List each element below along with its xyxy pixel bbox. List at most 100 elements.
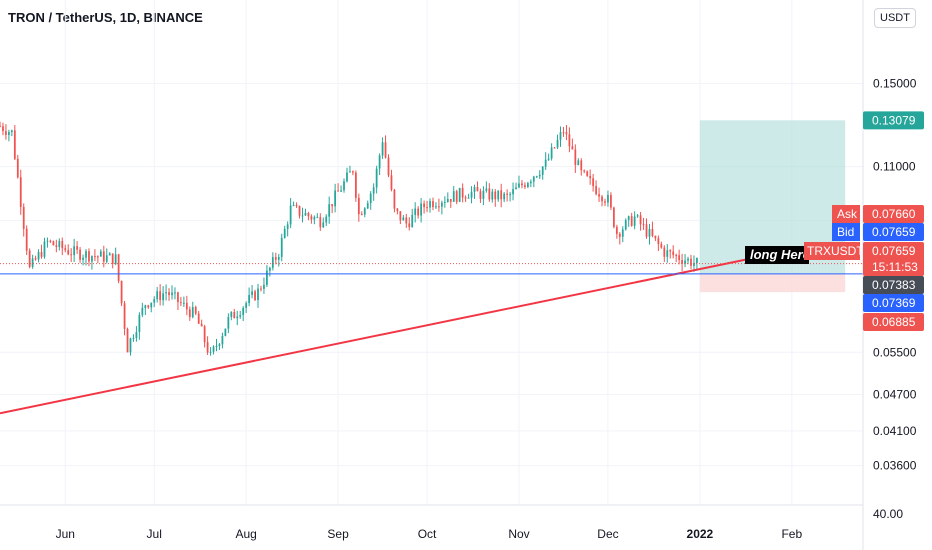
candle-body — [319, 217, 322, 228]
stop-price-tag-bg — [863, 313, 924, 331]
candle-body — [197, 313, 200, 324]
candle-body — [636, 215, 639, 217]
candle-body — [274, 257, 277, 260]
candle-body — [123, 303, 126, 329]
candle-body — [654, 235, 657, 239]
candle-body — [180, 302, 182, 304]
candle-body — [277, 257, 280, 260]
drawn-lines — [0, 247, 863, 415]
candle-body — [393, 189, 396, 209]
candle-body — [233, 312, 236, 319]
candle-body — [452, 191, 455, 202]
candle-body — [174, 292, 176, 294]
candle-body — [589, 175, 592, 179]
candle-body — [390, 175, 393, 190]
candle-body — [577, 160, 580, 165]
candle-body — [399, 211, 402, 221]
candle-body — [438, 206, 440, 208]
candle-body — [669, 250, 672, 252]
candle-body — [0, 126, 1, 128]
candle-body — [28, 250, 31, 267]
candle-body — [473, 187, 476, 192]
candle-body — [639, 215, 642, 225]
candle-body — [212, 346, 215, 352]
candle-body — [286, 224, 289, 229]
candle-body — [150, 302, 153, 308]
candle-body — [114, 254, 117, 264]
candle-body — [485, 188, 488, 191]
candle-body — [642, 224, 645, 226]
candle-body — [586, 171, 589, 176]
candle-body — [221, 335, 224, 345]
candle-body — [615, 226, 618, 234]
candle-body — [313, 217, 316, 220]
candle-body — [120, 280, 123, 304]
candle-body — [491, 191, 494, 200]
symbol-label-bg — [804, 242, 860, 260]
candle-body — [532, 176, 535, 182]
candle-body — [245, 303, 248, 308]
candle-body — [687, 258, 689, 261]
candle-body — [337, 190, 339, 192]
candle-body — [610, 195, 612, 208]
bid-price-tag: 0.07659 — [872, 225, 916, 239]
bid-label-bg — [832, 223, 860, 241]
ask-price-tag-bg — [863, 205, 924, 223]
candle-body — [310, 216, 313, 220]
candle-body — [618, 233, 621, 237]
candle-body — [266, 270, 268, 285]
candle-body — [414, 208, 417, 215]
candle-body — [325, 216, 328, 223]
candle-body — [203, 326, 206, 343]
candle-body — [529, 181, 532, 184]
candle-body — [455, 191, 458, 202]
candle-body — [292, 205, 295, 207]
price-tick-label: 0.03600 — [873, 459, 917, 473]
candle-body — [31, 258, 34, 267]
candle-body — [648, 228, 651, 237]
candle-body — [402, 217, 405, 221]
candle-body — [660, 243, 663, 248]
candle-body — [230, 312, 233, 317]
time-tick-label: Sep — [327, 527, 349, 541]
candle-body — [571, 146, 574, 150]
candles — [0, 121, 698, 356]
annotation-box — [745, 246, 809, 264]
candle-body — [666, 250, 669, 257]
candle-body — [464, 197, 467, 199]
candle-body — [304, 213, 307, 216]
time-tick-label: Dec — [597, 527, 618, 541]
candle-body — [331, 204, 334, 207]
candle-body — [328, 204, 331, 217]
candle-body — [135, 332, 138, 339]
candle-body — [144, 305, 147, 308]
candle-body — [458, 187, 461, 202]
candle-body — [94, 256, 96, 258]
price-tick-label: 0.15000 — [873, 77, 917, 91]
time-tick-label: 2022 — [687, 527, 714, 541]
candle-body — [360, 214, 363, 216]
symbol-label: TRXUSDT — [807, 244, 864, 258]
candle-body — [182, 302, 185, 304]
candle-body — [79, 249, 81, 260]
candle-body — [352, 171, 354, 173]
currency-button[interactable]: USDT — [874, 8, 916, 28]
entry-price-tag-bg — [863, 294, 924, 312]
price-tick-label: 0.11000 — [873, 160, 916, 174]
candle-body — [141, 307, 144, 315]
candle-body — [503, 193, 506, 200]
candle-body — [446, 199, 449, 202]
candle-body — [215, 345, 218, 347]
candle-body — [604, 201, 606, 203]
candle-body — [411, 214, 414, 228]
candle-body — [188, 309, 191, 318]
candle-body — [147, 305, 150, 308]
candle-body — [25, 228, 28, 251]
candle-body — [378, 155, 381, 169]
time-tick-label: Aug — [235, 527, 256, 541]
candle-body — [693, 262, 695, 266]
last-price-tag: 0.07659 — [872, 244, 916, 258]
candle-body — [37, 252, 40, 260]
candle-body — [209, 351, 212, 353]
